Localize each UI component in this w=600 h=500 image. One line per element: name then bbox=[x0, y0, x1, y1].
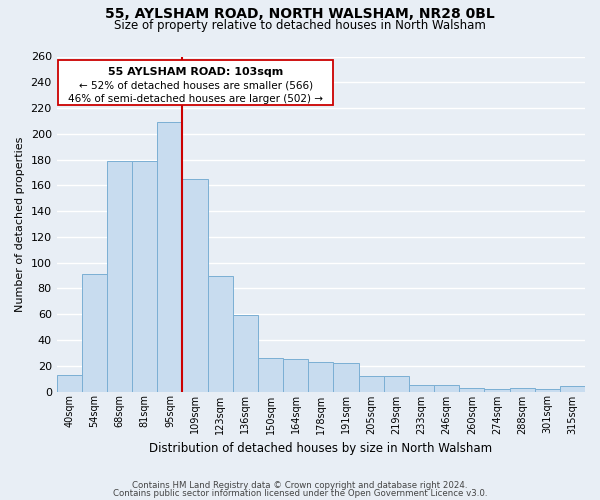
Bar bbox=[334, 363, 359, 392]
Bar bbox=[107, 161, 132, 392]
Bar bbox=[434, 385, 459, 392]
Text: 55 AYLSHAM ROAD: 103sqm: 55 AYLSHAM ROAD: 103sqm bbox=[108, 66, 283, 76]
Bar bbox=[82, 274, 107, 392]
Bar bbox=[58, 60, 334, 106]
Bar bbox=[283, 360, 308, 392]
Bar bbox=[359, 376, 384, 392]
Bar bbox=[509, 388, 535, 392]
Bar bbox=[484, 389, 509, 392]
X-axis label: Distribution of detached houses by size in North Walsham: Distribution of detached houses by size … bbox=[149, 442, 493, 455]
Text: Contains HM Land Registry data © Crown copyright and database right 2024.: Contains HM Land Registry data © Crown c… bbox=[132, 481, 468, 490]
Text: 55, AYLSHAM ROAD, NORTH WALSHAM, NR28 0BL: 55, AYLSHAM ROAD, NORTH WALSHAM, NR28 0B… bbox=[105, 8, 495, 22]
Bar bbox=[459, 388, 484, 392]
Text: ← 52% of detached houses are smaller (566): ← 52% of detached houses are smaller (56… bbox=[79, 80, 313, 90]
Y-axis label: Number of detached properties: Number of detached properties bbox=[15, 136, 25, 312]
Bar bbox=[258, 358, 283, 392]
Bar bbox=[535, 389, 560, 392]
Bar bbox=[157, 122, 182, 392]
Bar bbox=[182, 179, 208, 392]
Bar bbox=[560, 386, 585, 392]
Bar bbox=[409, 385, 434, 392]
Text: Size of property relative to detached houses in North Walsham: Size of property relative to detached ho… bbox=[114, 18, 486, 32]
Bar bbox=[208, 276, 233, 392]
Text: Contains public sector information licensed under the Open Government Licence v3: Contains public sector information licen… bbox=[113, 488, 487, 498]
Bar bbox=[56, 375, 82, 392]
Bar bbox=[384, 376, 409, 392]
Bar bbox=[308, 362, 334, 392]
Bar bbox=[233, 316, 258, 392]
Text: 46% of semi-detached houses are larger (502) →: 46% of semi-detached houses are larger (… bbox=[68, 94, 323, 104]
Bar bbox=[132, 161, 157, 392]
